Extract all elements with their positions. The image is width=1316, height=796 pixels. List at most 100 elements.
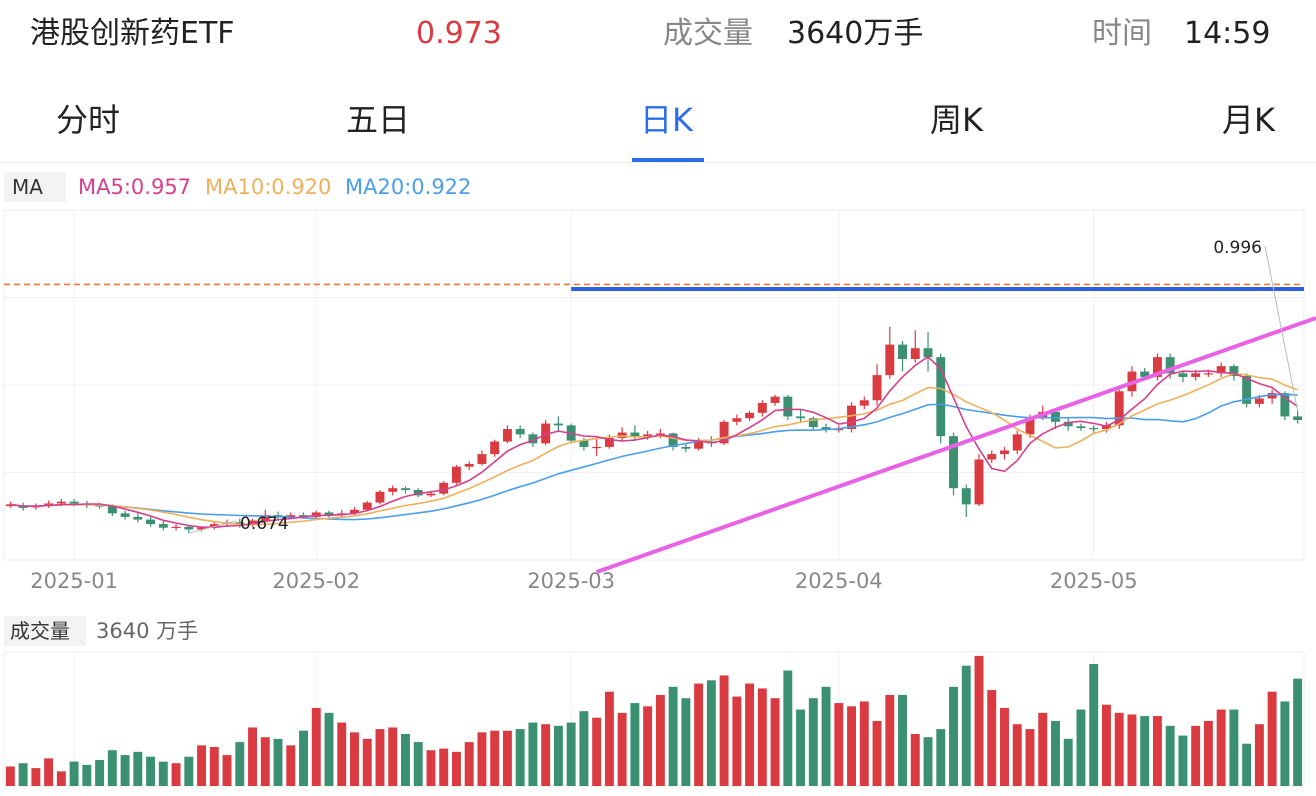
candle-body <box>286 515 296 517</box>
candle-body <box>1000 450 1009 455</box>
ma5-line <box>10 355 1299 529</box>
candle-body <box>1293 416 1303 420</box>
candle-body <box>783 396 793 417</box>
candle-body <box>426 493 436 496</box>
volume-bar <box>1000 707 1009 786</box>
candle-body <box>171 526 181 528</box>
tab-five-day[interactable]: 五日 <box>346 101 411 139</box>
volume-panel-frame <box>3 651 1305 787</box>
candle-body <box>69 501 79 504</box>
candle-body <box>745 412 755 419</box>
candle-body <box>375 491 385 503</box>
fund-name: 港股创新药ETF <box>30 16 235 51</box>
candle-body <box>898 344 907 359</box>
ma5-legend: MA5:0.957 <box>78 175 192 199</box>
volume-bar <box>120 755 130 786</box>
low-annotation-label: 0.674 <box>240 514 289 534</box>
candle-body <box>949 436 958 489</box>
tab-daily-k[interactable]: 日K <box>640 101 693 139</box>
volume-bar <box>5 766 15 786</box>
candle-body <box>1229 366 1239 377</box>
candle-body <box>1280 393 1290 417</box>
volume-bar <box>464 742 474 786</box>
candle-body <box>146 519 156 525</box>
quote-header: 港股创新药ETF 0.973 成交量 3640万手 时间 14:59 <box>0 0 1316 72</box>
candle-body <box>260 515 270 521</box>
volume-bar <box>745 683 755 786</box>
candle-body <box>961 488 971 505</box>
volume-bar <box>107 750 117 786</box>
volume-bar <box>910 733 920 786</box>
volume-bar <box>69 761 79 786</box>
volume-bar <box>426 750 436 786</box>
candle-body <box>1216 366 1226 374</box>
candle-body <box>158 524 168 528</box>
last-price: 0.973 <box>416 16 502 51</box>
tab-monthly-k[interactable]: 月K <box>1222 101 1275 139</box>
candle-body <box>987 454 997 460</box>
volume-bar <box>1038 712 1048 786</box>
candle-body <box>821 427 831 430</box>
volume-selector[interactable]: 成交量 <box>4 616 86 646</box>
candle-body <box>604 437 614 447</box>
candle-body <box>630 432 640 437</box>
volume-bar <box>1152 716 1162 786</box>
volume-bar <box>197 745 207 786</box>
volume-bar <box>337 722 347 786</box>
volume-bar <box>171 763 181 786</box>
volume-bar <box>974 655 984 786</box>
volume-bar <box>1165 725 1175 786</box>
volume-bar <box>821 686 831 786</box>
volume-bar <box>694 683 704 786</box>
candle-body <box>719 421 729 444</box>
candle-body <box>808 418 818 428</box>
volume-bar <box>1063 738 1073 786</box>
volume-bar <box>1254 724 1264 786</box>
candle-body <box>770 396 780 403</box>
volume-bar <box>643 706 653 786</box>
volume-bar <box>401 733 410 786</box>
volume-bar <box>732 696 742 786</box>
volume-bar <box>362 738 372 786</box>
x-tick-label: 2025-05 <box>1050 569 1138 593</box>
ma10-legend: MA10:0.920 <box>205 175 332 199</box>
volume-bar <box>872 720 882 786</box>
candle-body <box>1267 393 1277 399</box>
volume-bar <box>388 727 398 786</box>
period-tabs: 分时 五日 日K 周K 月K <box>0 90 1316 162</box>
volume-bar <box>273 738 283 786</box>
volume-bar <box>1089 664 1099 786</box>
volume-bar <box>898 694 907 786</box>
volume-legend-value: 3640 万手 <box>96 619 199 643</box>
volume-bar <box>286 745 296 786</box>
volume-bar <box>655 694 665 786</box>
ma20-line <box>10 393 1298 521</box>
tab-weekly-k[interactable]: 周K <box>930 101 983 139</box>
volume-bar <box>796 709 806 786</box>
volume-bar <box>1051 720 1060 786</box>
time-value: 14:59 <box>1184 16 1271 51</box>
volume-bar <box>82 764 92 786</box>
x-tick-label: 2025-04 <box>795 569 883 593</box>
candle-body <box>681 446 691 449</box>
candle-body <box>248 520 257 525</box>
candle-body <box>528 434 538 444</box>
support-trendline <box>595 316 1316 574</box>
candle-body <box>209 524 219 528</box>
volume-bar <box>1229 709 1239 786</box>
volume-bar <box>885 694 895 786</box>
tab-intraday[interactable]: 分时 <box>56 101 121 139</box>
volume-bar <box>1280 701 1290 786</box>
candle-body <box>197 527 207 530</box>
volume-bar <box>936 729 946 786</box>
volume-bar <box>31 768 41 786</box>
candle-body <box>694 441 704 449</box>
volume-bar <box>757 688 767 786</box>
ma-selector[interactable]: MA <box>4 172 66 202</box>
candle-body <box>757 402 767 413</box>
candle-body <box>910 348 920 359</box>
x-tick-label: 2025-02 <box>272 569 360 593</box>
candle-body <box>464 463 474 467</box>
volume-value: 3640万手 <box>787 16 924 51</box>
